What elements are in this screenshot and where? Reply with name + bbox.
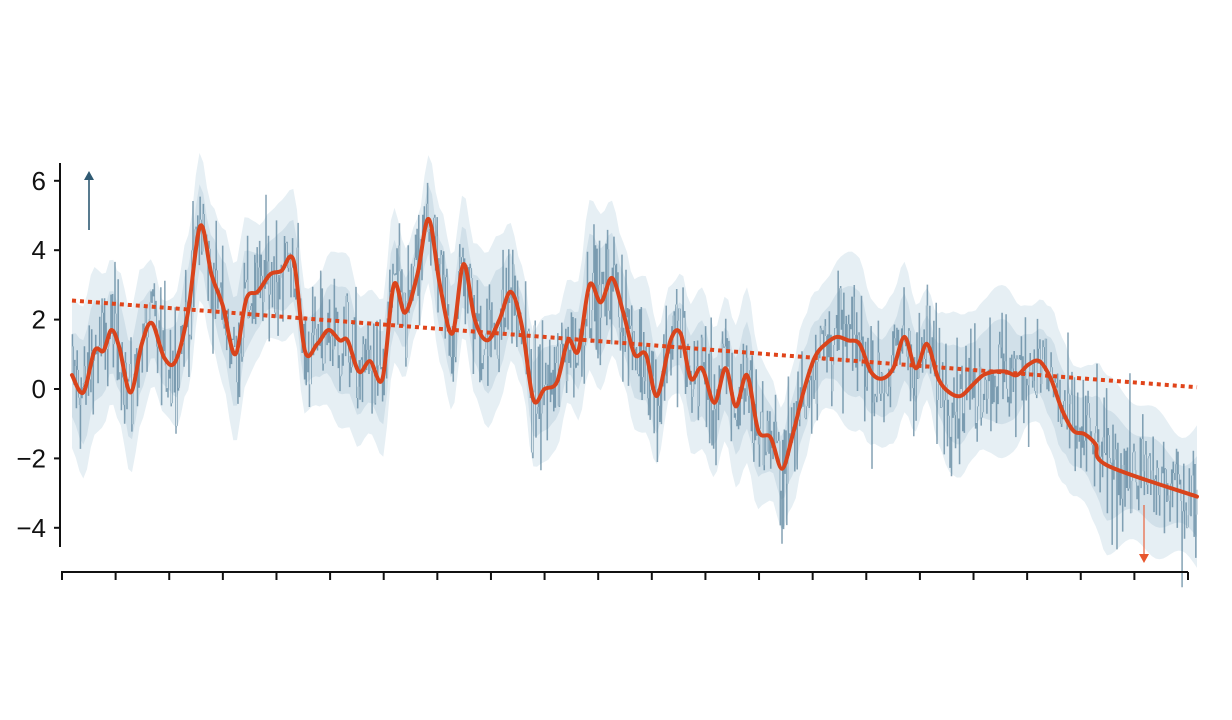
up-arrow-icon [84,171,94,230]
y-axis: 6 4 2 0 −2 −4 [16,163,61,547]
y-tick-label: 6 [32,166,46,196]
x-axis [61,571,1189,580]
confidence-band [72,152,1197,568]
y-tick-label: 0 [32,374,46,404]
smoothed-line [70,216,1199,499]
y-tick-label: −4 [16,513,46,543]
down-arrow-icon [1139,505,1149,563]
y-tick-label: 4 [32,235,46,265]
y-tick-label: −2 [16,443,46,473]
y-tick-label: 2 [32,305,46,335]
